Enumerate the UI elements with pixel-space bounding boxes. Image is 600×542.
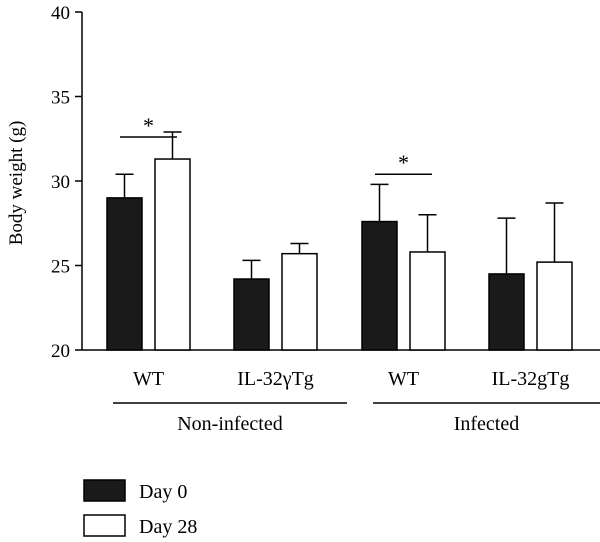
significance-marker: * — [398, 150, 409, 175]
legend-swatch — [83, 479, 126, 502]
x-tick-label: WT — [133, 368, 164, 390]
bar — [233, 278, 270, 351]
bar — [488, 273, 525, 351]
y-tick-label: 30 — [51, 172, 70, 193]
legend-label: Day 28 — [139, 516, 197, 538]
group-label: Infected — [454, 413, 520, 435]
bar — [281, 252, 318, 351]
y-axis-title: Body weight (g) — [6, 121, 27, 246]
legend: Day 0 Day 28 — [83, 479, 197, 538]
y-tick-label: 20 — [51, 341, 70, 362]
x-tick-label: IL-32gTg — [492, 368, 570, 390]
y-tick-label: 40 — [51, 3, 70, 24]
significance-marker: * — [143, 113, 154, 138]
y-tick-label: 35 — [51, 88, 70, 109]
legend-label: Day 0 — [139, 481, 187, 503]
y-tick-label: 25 — [51, 257, 70, 278]
bars: ** — [106, 113, 573, 351]
category-labels: WT IL-32γTg WT IL-32gTg Non-infected Infected — [113, 368, 600, 435]
group-label: Non-infected — [177, 413, 283, 435]
bar — [106, 197, 143, 351]
bar — [536, 261, 573, 351]
bar — [409, 251, 446, 351]
x-tick-label: IL-32γTg — [237, 368, 314, 390]
bar — [154, 158, 191, 351]
bar — [361, 220, 398, 351]
x-tick-label: WT — [388, 368, 419, 390]
legend-swatch — [83, 514, 126, 537]
